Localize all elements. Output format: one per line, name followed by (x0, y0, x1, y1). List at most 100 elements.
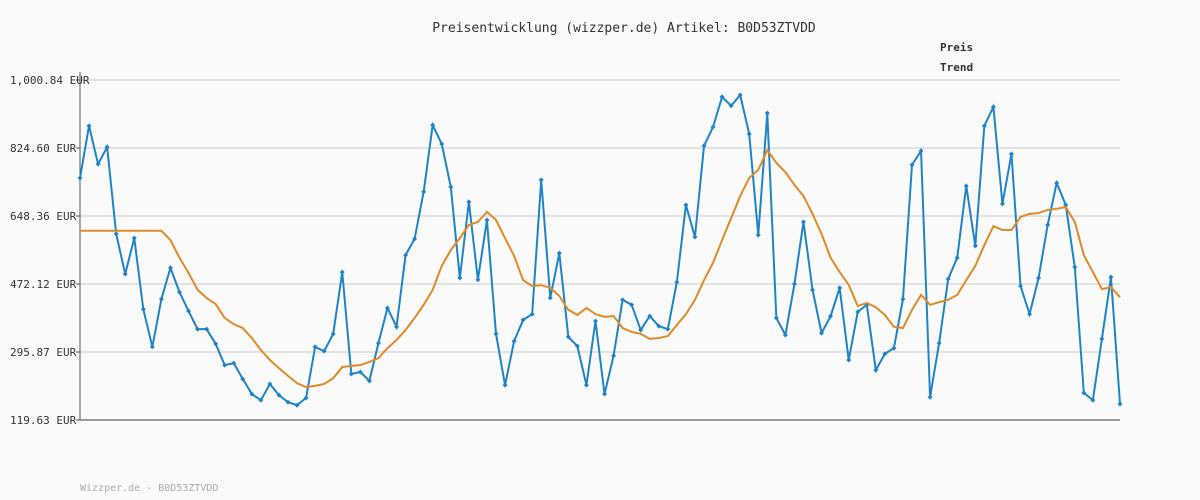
data-point (294, 402, 300, 408)
data-point (927, 394, 933, 400)
data-point (167, 265, 173, 271)
data-point (1099, 336, 1105, 342)
data-point (484, 217, 490, 223)
data-point (475, 277, 481, 283)
data-point (339, 269, 345, 275)
data-point (728, 103, 734, 109)
data-point (638, 327, 644, 333)
data-point (755, 232, 761, 238)
data-point (629, 302, 635, 308)
data-point (511, 338, 517, 344)
data-point (520, 317, 526, 323)
data-point (176, 289, 182, 295)
data-point (683, 202, 689, 208)
data-point (195, 326, 201, 332)
data-point (430, 122, 436, 128)
y-tick-label: 824.60 EUR (10, 142, 77, 155)
data-point (647, 313, 653, 319)
data-point (737, 92, 743, 98)
data-point (231, 360, 237, 366)
data-point (1117, 401, 1123, 407)
data-point (828, 313, 834, 319)
data-point (918, 148, 924, 154)
data-point (656, 323, 662, 329)
data-point (529, 311, 535, 317)
data-point (213, 341, 219, 347)
data-point (384, 305, 390, 311)
data-point (375, 340, 381, 346)
y-tick-label: 648.36 EUR (10, 210, 77, 223)
data-point (149, 344, 155, 350)
data-point (267, 381, 273, 387)
data-point (990, 104, 996, 110)
data-point (855, 309, 861, 315)
legend-label: Preis (940, 41, 973, 54)
data-point (403, 252, 409, 258)
data-point (620, 297, 626, 303)
data-point (122, 271, 128, 277)
data-point (999, 201, 1005, 207)
data-point (502, 382, 508, 388)
data-point (909, 162, 915, 168)
series-line (80, 148, 1121, 389)
data-point (837, 285, 843, 291)
data-point (285, 399, 291, 405)
y-tick-label: 295.87 EUR (10, 346, 77, 359)
data-point (538, 177, 544, 183)
data-point (611, 353, 617, 359)
y-tick-label: 1,000.84 EUR (10, 74, 90, 87)
data-point (240, 376, 246, 382)
data-point (556, 250, 562, 256)
data-point (602, 391, 608, 397)
data-point (547, 295, 553, 301)
data-point (810, 287, 816, 293)
data-point (222, 362, 228, 368)
data-point (276, 392, 282, 398)
data-point (791, 281, 797, 287)
data-point (981, 123, 987, 129)
data-point (348, 371, 354, 377)
data-point (592, 318, 598, 324)
data-point (963, 183, 969, 189)
data-point (819, 330, 825, 336)
data-point (421, 189, 427, 195)
data-point (1054, 180, 1060, 186)
data-point (719, 94, 725, 100)
data-point (846, 357, 852, 363)
data-point (158, 296, 164, 302)
data-point (773, 315, 779, 321)
data-point (873, 367, 879, 373)
data-point (583, 382, 589, 388)
data-point (439, 141, 445, 147)
footer: Wizzper.de - B0D53ZTVDD (80, 483, 218, 494)
data-point (701, 143, 707, 149)
data-point (746, 131, 752, 137)
data-point (104, 144, 110, 150)
data-point (674, 279, 680, 285)
data-point (186, 308, 192, 314)
data-point (972, 243, 978, 249)
data-point (140, 306, 146, 312)
data-point (710, 124, 716, 130)
data-point (945, 276, 951, 282)
data-point (800, 219, 806, 225)
data-point (1018, 283, 1024, 289)
data-point (357, 369, 363, 375)
data-point (1036, 275, 1042, 281)
data-point (249, 391, 255, 397)
data-point (954, 255, 960, 261)
y-tick-label: 119.63 EUR (10, 414, 77, 427)
y-tick-label: 472.12 EUR (10, 278, 77, 291)
data-point (366, 378, 372, 384)
legend-label: Trend (940, 61, 973, 74)
data-point (321, 348, 327, 354)
data-point (448, 184, 454, 190)
data-point (900, 296, 906, 302)
data-point (86, 123, 92, 129)
data-point (665, 326, 671, 332)
data-point (466, 199, 472, 205)
data-point (303, 395, 309, 401)
data-point (95, 161, 101, 167)
